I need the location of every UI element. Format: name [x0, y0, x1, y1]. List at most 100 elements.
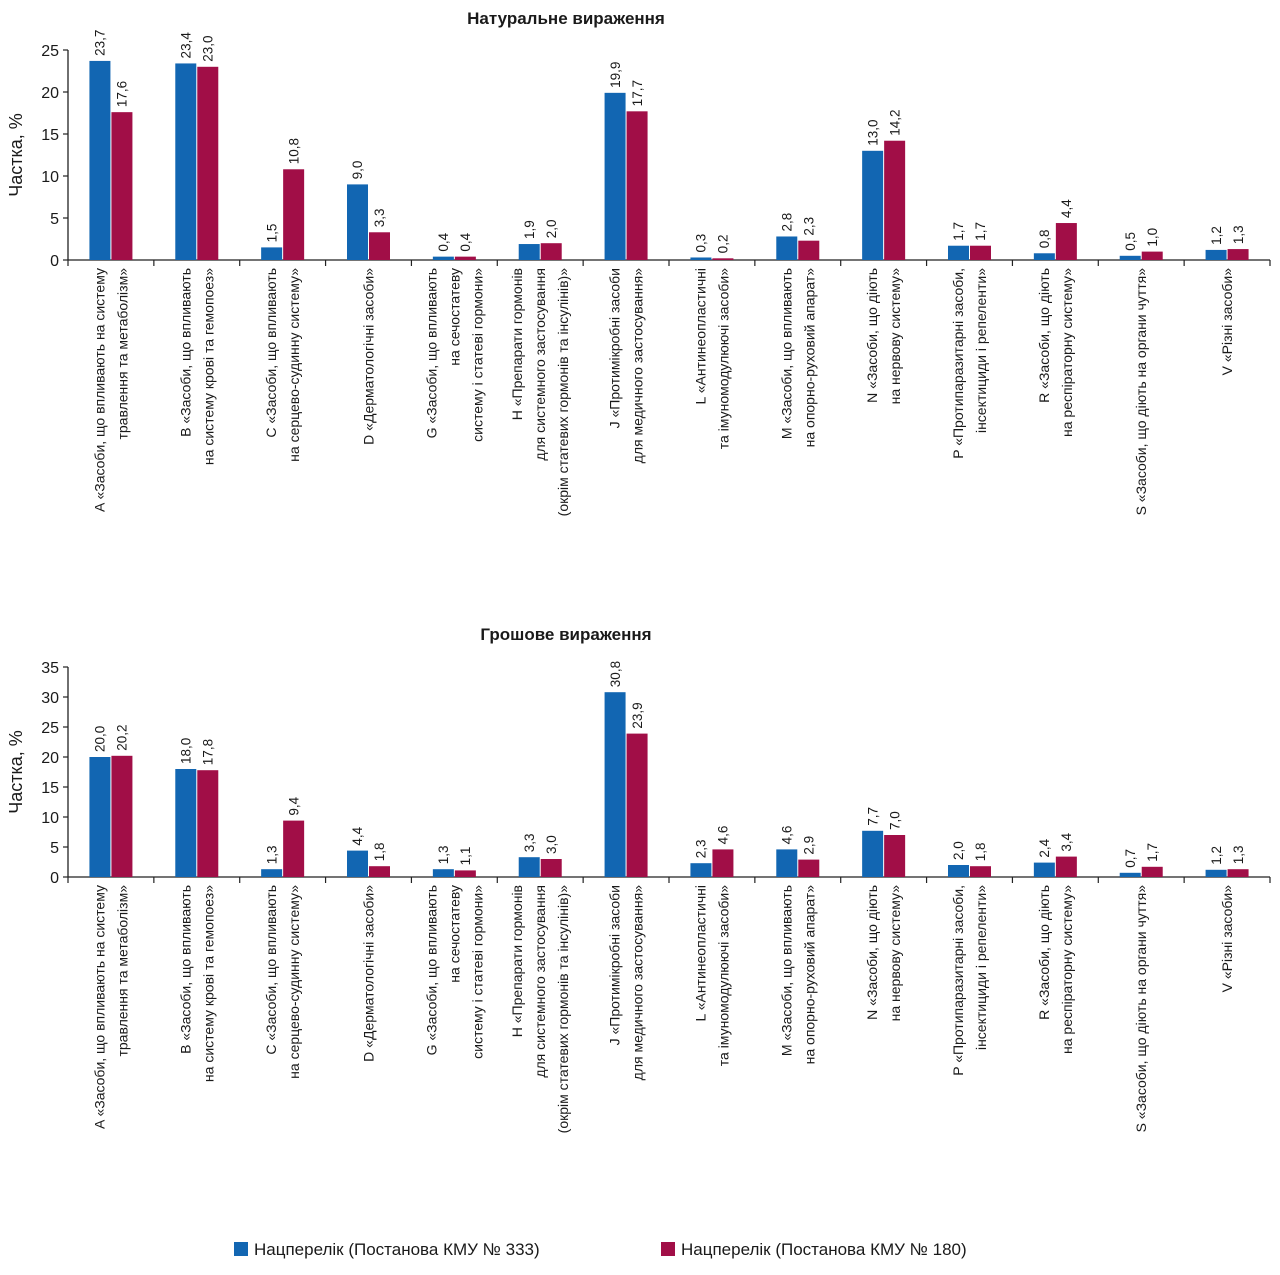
legend-label-s2: Нацперелік (Постанова КМУ № 180): [681, 1240, 967, 1259]
bar-s1: [1205, 249, 1227, 260]
bar-s2: [197, 770, 219, 877]
data-label-s1: 4,6: [780, 826, 795, 845]
data-label-s1: 0,5: [1123, 232, 1138, 251]
data-label-s2: 2,0: [544, 219, 559, 238]
x-category-label: P «Протипаразитарні засоби, інсектициди і…: [950, 885, 989, 1076]
x-category-line: та імуномодулюючі засоби»: [715, 885, 731, 1066]
x-category-line: V «Різні засоби»: [1219, 885, 1235, 993]
x-category-line: L «Антинеопластичні: [692, 885, 708, 1021]
data-label-s1: 3,3: [522, 833, 537, 852]
x-category-line: на опорно-руховий апарат»: [801, 885, 817, 1065]
legend-swatch-s2: [661, 1242, 675, 1256]
x-category-label: A «Засоби, що впливають на систему травле…: [91, 885, 130, 1129]
x-category-line: (окрім статевих гормонів та інсулінів)»: [555, 268, 571, 517]
x-category-line: G «Засоби, що впливають: [423, 885, 439, 1055]
data-label-s2: 7,0: [887, 811, 902, 830]
y-tick-label: 10: [41, 169, 59, 186]
y-tick-label: 5: [50, 211, 59, 228]
bar-s2: [369, 866, 390, 877]
data-label-s2: 1,7: [973, 222, 988, 241]
data-label-s1: 7,7: [865, 807, 880, 826]
x-category-label: H «Препарати гормонів для системного заст…: [509, 268, 571, 517]
x-category-line: систему і статеві гормони»: [469, 268, 485, 442]
data-label-s2: 2,3: [802, 217, 817, 236]
bar-s2: [111, 112, 133, 260]
bar-s2: [1227, 249, 1249, 260]
bar-s2: [540, 243, 562, 260]
bar-s1: [175, 63, 197, 260]
data-label-s1: 0,7: [1123, 849, 1138, 868]
x-category-line: A «Засоби, що впливають на систему: [91, 885, 107, 1129]
x-category-line: S «Засоби, що діють на органи чуття»: [1133, 885, 1149, 1133]
bar-s2: [884, 140, 906, 260]
bar-s2: [626, 111, 648, 260]
x-category-label: S «Засоби, що діють на органи чуття»: [1133, 885, 1149, 1133]
bar-s1: [862, 830, 884, 877]
data-label-s2: 17,7: [630, 80, 645, 106]
bar-s1: [518, 857, 540, 877]
y-tick-label: 25: [41, 43, 59, 60]
x-category-line: C «Засоби, що впливають: [263, 885, 279, 1055]
data-label-s1: 1,2: [1209, 226, 1224, 245]
data-label-s1: 30,8: [608, 661, 623, 687]
bar-s1: [347, 850, 368, 877]
data-label-s1: 23,4: [179, 32, 194, 59]
x-category-label: B «Засоби, що впливають на систему крові …: [177, 885, 216, 1082]
data-label-s1: 1,7: [951, 222, 966, 241]
bar-s1: [432, 869, 454, 877]
bar-s1: [690, 257, 712, 260]
legend-label-s1: Нацперелік (Постанова КМУ № 333): [254, 1240, 540, 1259]
x-category-label: V «Різні засоби»: [1219, 268, 1235, 376]
data-label-s2: 4,4: [1059, 199, 1074, 218]
data-label-s2: 0,4: [458, 232, 473, 251]
data-label-s2: 23,9: [630, 702, 645, 728]
bar-s1: [1033, 253, 1055, 260]
y-tick-label: 0: [50, 253, 59, 270]
bar-s2: [283, 820, 305, 877]
x-category-label: G «Засоби, що впливають на сечостатеву сис…: [423, 885, 485, 1059]
y-tick-label: 10: [41, 810, 59, 827]
x-category-line: J «Протимікробні засоби: [607, 268, 623, 428]
x-category-line: (окрім статевих гормонів та інсулінів)»: [555, 885, 571, 1134]
data-label-s2: 1,7: [1145, 843, 1160, 862]
data-label-s2: 3,0: [544, 835, 559, 854]
bar-s1: [432, 256, 454, 260]
x-category-line: на нервову систему»: [887, 885, 903, 1022]
x-category-label: A «Засоби, що впливають на систему травле…: [91, 268, 130, 512]
bar-s1: [1119, 872, 1141, 877]
data-label-s1: 2,3: [694, 839, 709, 858]
chart-title: Грошове вираження: [480, 625, 651, 644]
x-category-line: C «Засоби, що впливають: [263, 268, 279, 438]
x-category-label: C «Засоби, що впливають на серцево-судинн…: [263, 268, 302, 462]
bar-s2: [712, 258, 734, 260]
x-category-label: J «Протимікробні засоби для медичного зас…: [607, 268, 646, 464]
x-category-line: систему і статеві гормони»: [469, 885, 485, 1059]
bar-s1: [776, 236, 798, 260]
x-category-line: A «Засоби, що впливають на систему: [91, 268, 107, 512]
bar-s2: [798, 240, 820, 260]
x-category-line: на серцево-судинну систему»: [286, 885, 302, 1079]
bar-s2: [1141, 866, 1163, 877]
bar-s1: [518, 244, 540, 260]
y-tick-label: 15: [41, 780, 59, 797]
data-label-s1: 19,9: [608, 62, 623, 88]
x-category-line: V «Різні засоби»: [1219, 268, 1235, 376]
bar-s1: [1119, 255, 1141, 260]
x-category-line: R «Засоби, що діють: [1036, 885, 1052, 1020]
data-label-s2: 1,0: [1145, 228, 1160, 247]
data-label-s2: 3,3: [372, 208, 387, 227]
data-label-s2: 9,4: [286, 796, 301, 815]
data-label-s1: 23,7: [93, 30, 108, 56]
x-category-line: для медичного застосування»: [630, 268, 646, 464]
x-category-line: N «Засоби, що діють: [864, 885, 880, 1020]
chart-title: Натуральне вираження: [467, 9, 665, 28]
x-category-line: на респіраторну систему»: [1059, 885, 1075, 1054]
x-category-label: D «Дерматологічні засоби»: [361, 268, 377, 445]
bar-s1: [347, 184, 368, 260]
x-category-label: L «Антинеопластичні та імуномодулюючі зас…: [692, 885, 731, 1066]
x-category-line: на сечостатеву: [446, 885, 462, 983]
bar-s2: [1227, 869, 1249, 877]
data-label-s2: 1,3: [1231, 225, 1246, 244]
x-category-label: B «Засоби, що впливають на систему крові …: [177, 268, 216, 465]
